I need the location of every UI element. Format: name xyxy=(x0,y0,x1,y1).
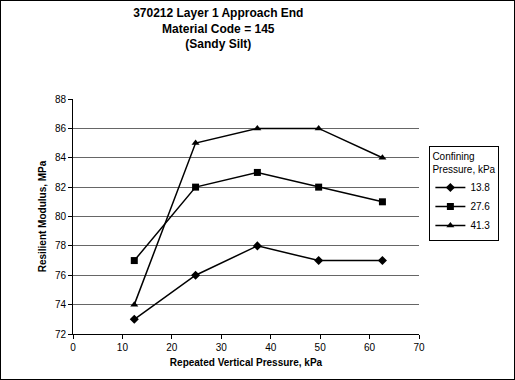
svg-text:78: 78 xyxy=(55,240,67,251)
svg-text:20: 20 xyxy=(166,342,178,353)
svg-text:60: 60 xyxy=(364,342,376,353)
svg-text:86: 86 xyxy=(55,123,67,134)
svg-text:74: 74 xyxy=(55,299,67,310)
svg-text:0: 0 xyxy=(70,342,76,353)
svg-text:82: 82 xyxy=(55,182,67,193)
svg-text:Repeated Vertical Pressure, kP: Repeated Vertical Pressure, kPa xyxy=(170,357,323,368)
svg-text:70: 70 xyxy=(413,342,425,353)
svg-text:Resilient Modulus, MPa: Resilient Modulus, MPa xyxy=(37,160,48,272)
svg-text:84: 84 xyxy=(55,152,67,163)
svg-text:27.6: 27.6 xyxy=(470,201,490,212)
svg-text:50: 50 xyxy=(315,342,327,353)
svg-text:72: 72 xyxy=(55,329,67,340)
svg-text:76: 76 xyxy=(55,270,67,281)
svg-text:10: 10 xyxy=(117,342,129,353)
svg-text:80: 80 xyxy=(55,211,67,222)
svg-text:370212 Layer 1 Approach EndMat: 370212 Layer 1 Approach EndMaterial Code… xyxy=(133,6,303,51)
svg-text:40: 40 xyxy=(265,342,277,353)
svg-text:88: 88 xyxy=(55,94,67,105)
svg-text:ConfiningPressure, kPa: ConfiningPressure, kPa xyxy=(432,151,495,175)
svg-text:13.8: 13.8 xyxy=(470,182,490,193)
svg-text:30: 30 xyxy=(216,342,228,353)
svg-text:41.3: 41.3 xyxy=(470,220,490,231)
